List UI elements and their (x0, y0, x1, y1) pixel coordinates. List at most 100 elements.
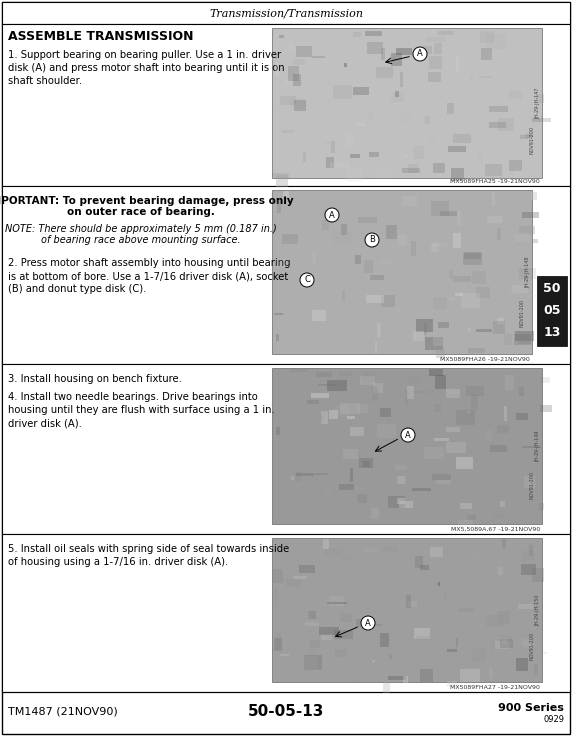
Bar (529, 545, 533, 556)
Bar (490, 106, 508, 113)
Bar (476, 287, 490, 297)
Text: ASSEMBLE TRANSMISSION: ASSEMBLE TRANSMISSION (8, 30, 193, 43)
Bar (537, 276, 567, 346)
Bar (435, 375, 446, 389)
Bar (500, 639, 513, 648)
Bar (504, 334, 512, 345)
Bar (351, 467, 353, 481)
Bar (340, 612, 352, 622)
Bar (407, 386, 414, 399)
Bar (340, 403, 360, 414)
Bar (453, 233, 461, 247)
Bar (347, 417, 355, 419)
Bar (505, 375, 514, 390)
Bar (383, 680, 391, 693)
Bar (492, 514, 507, 518)
Text: MX5089FHA27 -19-21NOV90: MX5089FHA27 -19-21NOV90 (450, 685, 540, 690)
Bar (376, 66, 392, 78)
Text: MX5089FHA25 -19-21NOV90: MX5089FHA25 -19-21NOV90 (450, 179, 540, 184)
Bar (431, 243, 439, 252)
Bar (364, 261, 374, 273)
Bar (366, 295, 384, 303)
Bar (340, 555, 351, 559)
Bar (447, 103, 454, 113)
Bar (295, 100, 306, 111)
Bar (396, 48, 412, 54)
Bar (531, 191, 537, 199)
Bar (315, 473, 328, 475)
Bar (307, 400, 319, 404)
Bar (515, 330, 534, 341)
Bar (372, 660, 375, 662)
Bar (299, 565, 315, 573)
Bar (514, 334, 531, 344)
Bar (388, 676, 406, 679)
Bar (317, 593, 330, 604)
Bar (402, 196, 417, 206)
Bar (430, 135, 434, 142)
Bar (398, 498, 405, 504)
Bar (427, 71, 441, 82)
Bar (276, 427, 280, 435)
Bar (526, 134, 532, 138)
Bar (346, 135, 355, 146)
Text: JH-29-JH-150: JH-29-JH-150 (535, 594, 541, 626)
Bar (448, 208, 457, 212)
Bar (513, 286, 529, 293)
Bar (430, 547, 443, 557)
Bar (516, 413, 528, 420)
Bar (374, 383, 383, 392)
Bar (486, 615, 504, 628)
Bar (475, 330, 491, 332)
Bar (432, 474, 451, 480)
Bar (331, 236, 339, 239)
Bar (468, 348, 484, 353)
Bar (408, 164, 418, 174)
Bar (446, 442, 466, 453)
Bar (460, 293, 480, 308)
Text: JH-29-JH-149: JH-29-JH-149 (535, 431, 541, 461)
Bar (504, 406, 507, 420)
Bar (331, 141, 335, 152)
Bar (434, 404, 441, 412)
Bar (359, 217, 377, 223)
Bar (380, 408, 391, 417)
Bar (472, 271, 486, 283)
Bar (277, 443, 285, 447)
Text: 900 Series: 900 Series (498, 703, 564, 713)
Bar (455, 410, 475, 425)
Bar (522, 212, 539, 219)
Bar (363, 304, 367, 314)
Bar (434, 163, 445, 173)
Bar (428, 56, 442, 69)
Bar (492, 191, 495, 206)
Bar (533, 118, 551, 121)
Bar (371, 275, 384, 280)
Bar (425, 337, 443, 350)
Bar (509, 160, 522, 171)
Bar (486, 430, 492, 442)
Bar (488, 122, 506, 128)
Bar (513, 650, 517, 655)
Bar (275, 645, 280, 649)
Bar (375, 342, 378, 353)
Bar (376, 169, 395, 177)
Text: NOV91-200: NOV91-200 (530, 471, 534, 499)
Bar (519, 387, 524, 396)
Bar (321, 634, 332, 640)
Bar (380, 633, 390, 647)
Bar (284, 335, 302, 342)
Bar (363, 372, 376, 382)
Bar (472, 648, 486, 662)
Bar (447, 394, 465, 406)
Bar (525, 476, 535, 488)
Bar (350, 155, 360, 158)
Bar (457, 211, 460, 226)
Bar (395, 465, 407, 470)
Text: TM1487 (21NOV90): TM1487 (21NOV90) (8, 706, 118, 716)
Bar (311, 393, 329, 398)
Bar (467, 411, 470, 414)
Bar (539, 503, 544, 510)
Bar (497, 228, 501, 239)
Bar (329, 596, 344, 606)
